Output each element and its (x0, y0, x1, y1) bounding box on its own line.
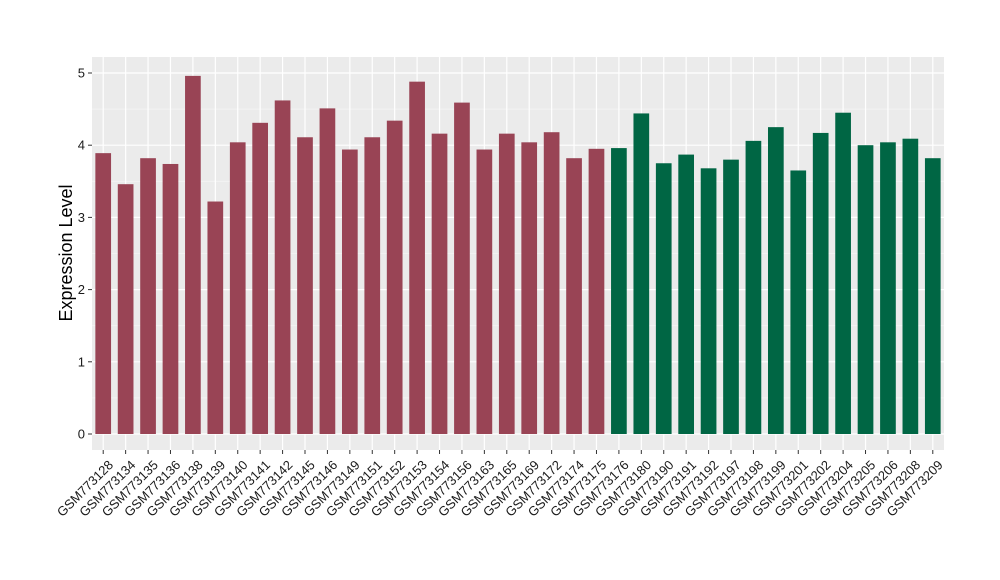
y-tick-label: 4 (78, 138, 85, 153)
bar (95, 153, 112, 434)
bar (812, 132, 829, 434)
y-tick-label: 0 (78, 427, 85, 442)
y-tick-label: 5 (78, 66, 85, 81)
bar (857, 145, 874, 434)
bar (297, 137, 313, 434)
bar (454, 102, 470, 435)
y-tick-label: 1 (78, 354, 85, 369)
y-tick-label: 2 (78, 282, 85, 297)
bar (633, 113, 650, 434)
bar (386, 120, 403, 434)
bar (117, 184, 134, 434)
bar (655, 163, 672, 434)
y-axis: 0 1 2 3 4 5 (78, 66, 92, 442)
bar (207, 201, 224, 434)
bar (924, 158, 941, 435)
bar (835, 112, 851, 435)
y-tick-label: 3 (78, 210, 85, 225)
bar (341, 149, 358, 435)
bar (274, 100, 291, 434)
bar (678, 154, 695, 434)
bar (588, 148, 605, 434)
bar (364, 137, 381, 434)
bar (140, 158, 156, 435)
bar (543, 132, 560, 435)
y-axis-title: Expression Level (56, 184, 76, 321)
bar (723, 159, 739, 434)
bar (880, 142, 896, 434)
bar (767, 127, 784, 435)
x-axis: GSM773128GSM773134GSM773135GSM773136GSM7… (54, 450, 946, 520)
bar (498, 133, 515, 434)
bar (476, 149, 493, 435)
bar (745, 140, 762, 435)
bar (162, 163, 179, 435)
bar (431, 133, 448, 434)
bar (252, 122, 269, 435)
bar (319, 108, 336, 435)
bar (902, 138, 919, 434)
bar (790, 170, 807, 434)
bar (229, 142, 246, 434)
bar (521, 142, 538, 434)
bar (611, 148, 627, 434)
bars (95, 75, 941, 435)
bar (566, 158, 582, 435)
bar (409, 81, 425, 434)
bar (700, 168, 717, 434)
bar (185, 75, 201, 434)
